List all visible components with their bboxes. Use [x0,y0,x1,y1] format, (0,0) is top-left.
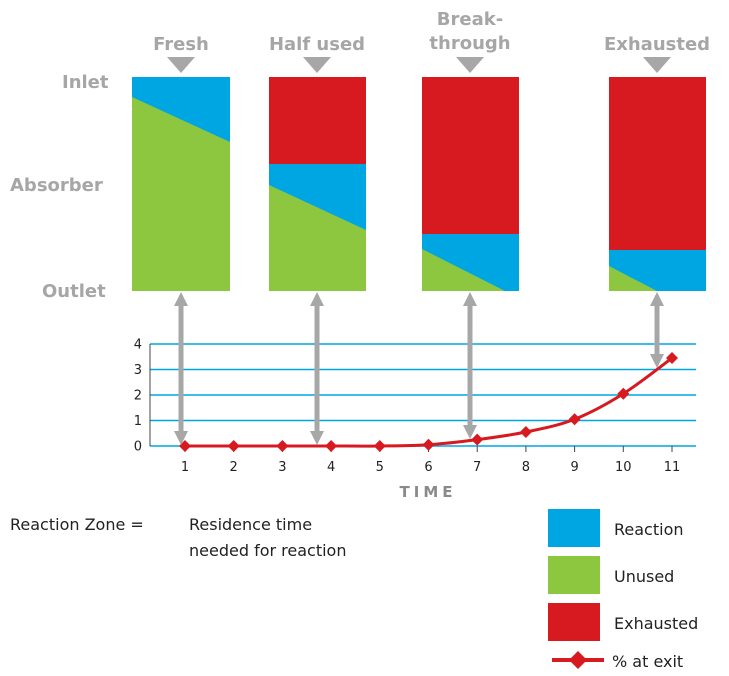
zone-label-absorber: Absorber [10,175,103,196]
data-point-10 [617,387,630,400]
stage-title-half-used: Half used [269,34,365,55]
x-axis-label: TIME [400,483,457,501]
stage-title-breakthrough-line1: Break- [437,9,503,30]
stage-title-exhausted: Exhausted [604,34,710,55]
series-line-exit [184,356,673,448]
arrow-half-used [310,292,324,445]
arrow-exhausted [650,292,664,368]
absorber-column-breakthrough [422,77,519,291]
reaction-zone [422,234,519,291]
data-point-2 [227,440,240,452]
zone-label-outlet: Outlet [42,281,106,302]
data-point-7 [471,433,484,446]
absorber-column-exhausted [609,77,706,291]
x-tick-label: 1 [181,460,189,475]
y-tick-label: 1 [134,414,142,429]
x-tick-label: 9 [570,460,578,475]
stage-pointer-exhausted [643,57,671,73]
stage-pointer-fresh [167,57,195,73]
x-tick-label: 5 [376,460,384,475]
reaction-zone [269,164,366,230]
y-tick-label: 2 [134,389,142,404]
data-point-6 [422,438,435,451]
zone-label-inlet: Inlet [62,72,109,93]
x-tick-label: 11 [664,460,681,475]
legend-swatch-unused [548,556,600,594]
note-lhs: Reaction Zone = [10,515,144,534]
legend-swatch-exit [552,651,604,669]
legend-swatch-exhausted [548,603,600,641]
exhausted-zone [269,77,366,164]
legend-label-unused: Unused [614,567,674,586]
data-point-8 [519,425,532,438]
note-line1: Residence time [189,515,312,534]
data-point-3 [276,440,289,452]
data-point-4 [325,440,338,452]
x-tick-label: 7 [473,460,481,475]
x-tick-label: 2 [230,460,238,475]
y-tick-label: 3 [134,363,142,378]
reaction-zone [132,77,230,142]
absorber-column-half-used [269,77,366,291]
data-point-9 [568,413,581,426]
data-point-5 [373,440,386,452]
arrow-fresh [174,292,188,445]
legend-label-exhausted: Exhausted [614,614,698,633]
arrow-breakthrough [463,292,477,439]
stage-pointer-breakthrough [456,57,484,73]
legend-label-reaction: Reaction [614,520,684,539]
arrows [174,292,664,445]
legend-swatch-reaction [548,509,600,547]
exhausted-zone [422,77,519,234]
note-line2: needed for reaction [189,541,346,560]
stage-pointer-half-used [303,57,331,73]
x-tick-label: 3 [278,460,286,475]
data-point-11 [666,352,678,365]
x-tick-label: 6 [424,460,432,475]
y-tick-label: 4 [134,338,142,353]
y-tick-label: 0 [134,440,142,455]
stage-title-breakthrough-line2: through [429,33,510,54]
absorber-column-fresh [132,77,230,291]
exhausted-zone [609,77,706,250]
x-tick-label: 4 [327,460,335,475]
legend-label-exit: % at exit [612,652,683,671]
stage-title-fresh: Fresh [153,34,209,55]
reaction-zone [609,250,706,291]
exit-concentration-chart: 0 1 2 3 4 1 2 3 4 5 6 7 8 9 10 11 TIME [134,338,696,501]
x-tick-label: 8 [522,460,530,475]
x-tick-label: 10 [615,460,632,475]
